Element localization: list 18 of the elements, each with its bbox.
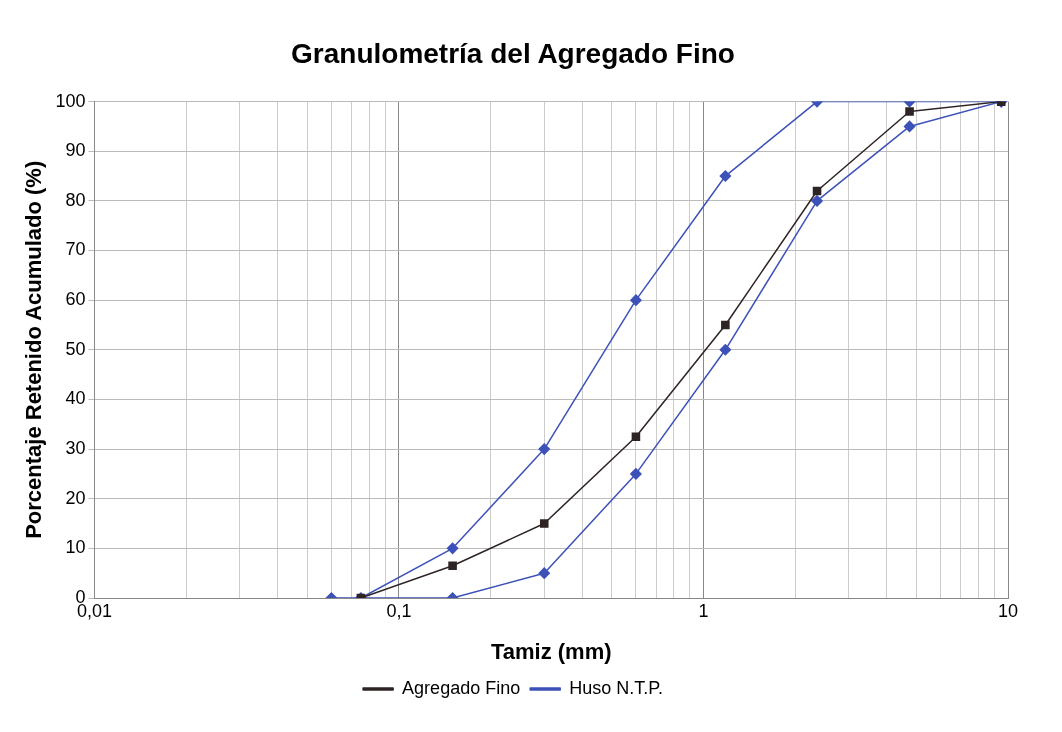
y-tick-label: 30 [65,438,86,459]
y-tick-label: 20 [65,487,86,508]
legend-label: Huso N.T.P. [569,677,663,698]
y-tick-label: 60 [65,289,86,310]
legend-label: Agregado Fino [402,677,521,698]
y-axis-title: Porcentaje Retenido Acumulado (%) [21,160,47,539]
x-tick-label: 10 [997,600,1019,621]
y-tick-label: 40 [65,388,86,409]
chart-title: Granulometría del Agregado Fino [291,37,735,69]
y-tick-label: 70 [65,239,86,260]
y-tick-label: 80 [65,189,86,210]
y-tick-label: 50 [65,338,86,359]
x-tick-label: 1 [698,600,709,621]
x-axis-title: Tamiz (mm) [490,638,612,664]
y-tick-label: 10 [65,537,86,558]
y-tick-label: 100 [55,90,86,111]
y-tick-label: 90 [65,140,86,161]
x-tick-label: 0,1 [386,600,412,621]
